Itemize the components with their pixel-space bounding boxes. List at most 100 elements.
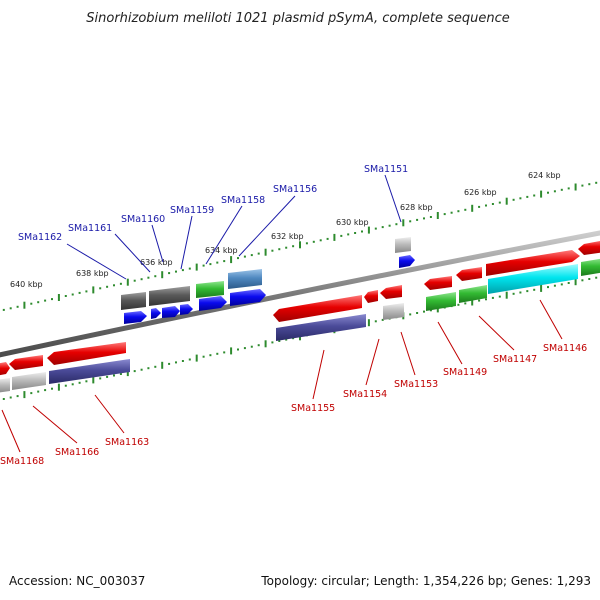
minor-tick-mark xyxy=(250,254,253,257)
outer-tick-row xyxy=(2,181,598,311)
minor-tick-mark xyxy=(133,279,136,282)
minor-tick-mark xyxy=(567,187,570,190)
minor-tick-mark xyxy=(78,291,81,294)
minor-tick-mark xyxy=(78,381,81,384)
gene-block xyxy=(149,286,190,306)
minor-tick-mark xyxy=(305,242,308,245)
minor-tick-mark xyxy=(595,181,598,184)
minor-tick-mark xyxy=(209,263,212,266)
minor-tick-mark xyxy=(140,368,143,371)
minor-tick-mark xyxy=(567,282,570,284)
minor-tick-mark xyxy=(340,234,343,237)
major-tick-mark xyxy=(161,361,164,369)
minor-tick-mark xyxy=(547,191,549,194)
bottom-label-leaders xyxy=(1,299,563,453)
minor-tick-mark xyxy=(37,301,40,304)
tick-label-632kbp: 632 kbp xyxy=(271,232,304,241)
major-tick-mark xyxy=(505,197,508,205)
major-tick-mark xyxy=(574,183,577,191)
tick-label-626kbp: 626 kbp xyxy=(464,188,497,197)
minor-tick-mark xyxy=(381,318,384,321)
minor-tick-mark xyxy=(175,270,177,273)
major-tick-mark xyxy=(161,271,164,279)
minor-tick-mark xyxy=(374,320,377,323)
genome-summary-label: Topology: circular; Length: 1,354,226 bp… xyxy=(260,574,591,588)
tick-label-638kbp: 638 kbp xyxy=(76,269,109,278)
minor-tick-mark xyxy=(202,355,205,358)
minor-tick-mark xyxy=(223,351,226,354)
minor-tick-mark xyxy=(388,224,391,227)
gene-label-sma1162: SMa1162 xyxy=(18,232,62,243)
major-tick-mark xyxy=(126,278,129,286)
gene-label-sma1149: SMa1149 xyxy=(443,367,487,378)
gene-arrow xyxy=(578,240,600,255)
gene-block xyxy=(395,237,411,253)
gene-arrow xyxy=(151,308,161,319)
gene-arrow xyxy=(47,342,126,365)
gene-arrow xyxy=(230,289,266,306)
gene-block xyxy=(0,378,10,393)
gene-block xyxy=(228,269,262,289)
major-tick-mark xyxy=(367,226,370,234)
minor-tick-mark xyxy=(250,345,253,348)
major-tick-mark xyxy=(299,241,301,249)
gene-arrow xyxy=(273,295,362,322)
minor-tick-mark xyxy=(119,373,122,375)
minor-tick-mark xyxy=(271,341,274,344)
minor-tick-mark xyxy=(498,201,501,204)
major-tick-mark xyxy=(505,291,508,299)
gene-label-sma1151: SMa1151 xyxy=(364,164,408,175)
minor-tick-mark xyxy=(464,302,467,305)
minor-tick-mark xyxy=(429,216,432,218)
minor-tick-mark xyxy=(271,249,274,252)
gene-arrow xyxy=(364,290,378,303)
gene-block xyxy=(196,281,224,298)
minor-tick-mark xyxy=(423,217,425,220)
gene-label-sma1161: SMa1161 xyxy=(68,223,112,234)
minor-tick-mark xyxy=(85,380,88,383)
minor-tick-mark xyxy=(188,267,191,270)
major-tick-mark xyxy=(23,391,26,399)
minor-tick-mark xyxy=(547,286,549,289)
major-tick-mark xyxy=(471,298,474,306)
minor-tick-mark xyxy=(119,282,122,285)
minor-tick-mark xyxy=(243,255,246,258)
tick-label-628kbp: 628 kbp xyxy=(400,203,433,212)
minor-tick-mark xyxy=(16,305,19,308)
major-tick-mark xyxy=(540,284,543,292)
minor-tick-mark xyxy=(319,239,322,242)
minor-tick-mark xyxy=(498,295,501,298)
major-tick-mark xyxy=(195,263,198,271)
reverse-strand-features xyxy=(0,258,600,393)
minor-tick-mark xyxy=(519,291,522,294)
gene-arrow xyxy=(424,276,452,290)
gene-block xyxy=(581,258,600,276)
gene-label-sma1154: SMa1154 xyxy=(343,389,387,400)
minor-tick-mark xyxy=(133,370,136,373)
minor-tick-mark xyxy=(581,279,584,282)
minor-tick-mark xyxy=(51,387,53,390)
tick-label-630kbp: 630 kbp xyxy=(336,218,369,227)
minor-tick-mark xyxy=(464,208,467,211)
minor-tick-mark xyxy=(312,240,315,243)
minor-tick-mark xyxy=(395,223,398,226)
bottom-gene-labels: SMa1168 SMa1166 SMa1163 SMa1155 SMa1154 … xyxy=(0,343,587,467)
major-tick-mark xyxy=(230,347,233,355)
minor-tick-mark xyxy=(168,362,171,365)
major-tick-mark xyxy=(540,190,543,198)
gene-block xyxy=(49,359,130,384)
minor-tick-mark xyxy=(526,195,529,198)
gene-block xyxy=(276,314,366,341)
minor-tick-mark xyxy=(106,375,109,378)
major-tick-mark xyxy=(23,301,26,309)
minor-tick-mark xyxy=(9,307,12,310)
minor-tick-mark xyxy=(37,390,40,393)
minor-tick-mark xyxy=(243,347,246,350)
gene-label-sma1156: SMa1156 xyxy=(273,184,317,195)
minor-tick-mark xyxy=(175,361,177,364)
minor-tick-mark xyxy=(99,377,102,380)
gene-label-sma1163: SMa1163 xyxy=(105,437,149,448)
gene-label-sma1155: SMa1155 xyxy=(291,403,335,414)
genome-backbone xyxy=(0,230,600,358)
major-tick-mark xyxy=(92,286,95,294)
